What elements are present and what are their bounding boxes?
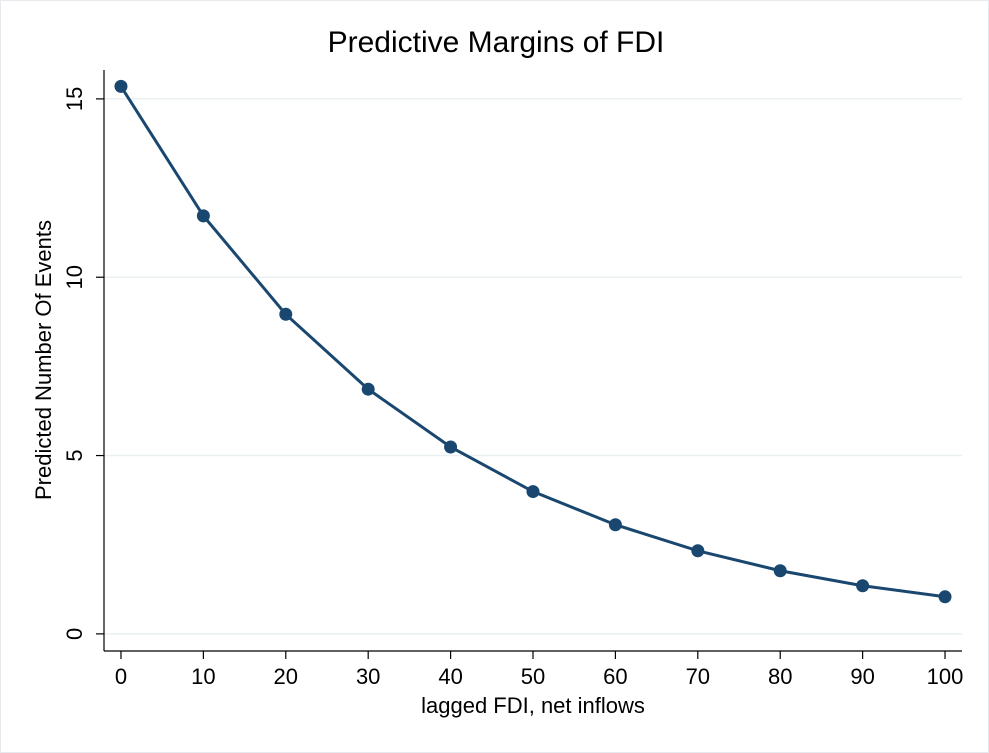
point: [279, 307, 293, 321]
x-tick-label: 100: [927, 664, 964, 689]
point: [773, 564, 787, 578]
y-tick-label: 10: [62, 265, 87, 289]
point: [444, 440, 458, 454]
x-tick-label: 0: [115, 664, 127, 689]
point: [361, 382, 375, 396]
point: [526, 485, 540, 499]
x-tick-label: 30: [356, 664, 380, 689]
point: [856, 579, 870, 593]
x-axis-label: lagged FDI, net inflows: [421, 693, 645, 718]
x-tick-label: 50: [521, 664, 545, 689]
y-tick-label: 0: [62, 628, 87, 640]
y-tick-label: 15: [62, 87, 87, 111]
y-tick-label: 5: [62, 449, 87, 461]
point: [196, 209, 210, 223]
x-tick-label: 40: [438, 664, 462, 689]
x-tick-label: 70: [686, 664, 710, 689]
x-tick-label: 60: [603, 664, 627, 689]
x-tick-label: 90: [850, 664, 874, 689]
point: [938, 590, 952, 604]
x-tick-label: 80: [768, 664, 792, 689]
y-axis-label: Predicted Number Of Events: [31, 220, 56, 500]
x-tick-label: 20: [274, 664, 298, 689]
point: [691, 544, 705, 558]
point: [608, 518, 622, 532]
chart-title: Predictive Margins of FDI: [328, 26, 665, 59]
x-tick-label: 10: [191, 664, 215, 689]
point: [114, 79, 128, 93]
